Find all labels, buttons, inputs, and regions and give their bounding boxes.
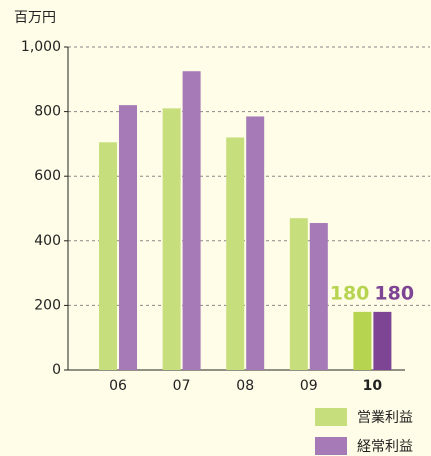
y-tick-label: 400: [34, 233, 61, 249]
bar: [119, 105, 137, 370]
y-tick-label: 200: [34, 297, 61, 313]
legend-label: 経常利益: [357, 439, 413, 455]
legend-label: 営業利益: [357, 410, 413, 426]
data-label: 180: [374, 282, 414, 304]
bar: [289, 218, 308, 370]
bar: [353, 311, 372, 370]
y-tick-label: 800: [34, 104, 61, 120]
y-tick-label: 600: [34, 168, 61, 184]
legend-swatch: [315, 437, 347, 455]
bar: [182, 71, 201, 370]
bar: [99, 142, 117, 370]
y-tick-label: 1,000: [21, 39, 61, 55]
y-tick-label: 0: [52, 362, 61, 378]
bar: [309, 223, 328, 370]
bar: [226, 137, 245, 370]
y-axis-label: 百万円: [14, 10, 56, 26]
x-tick-label: 06: [109, 378, 127, 394]
bar: [373, 311, 392, 370]
bar: [246, 116, 265, 370]
x-tick-label: 09: [300, 378, 318, 394]
bar: [162, 108, 181, 371]
legend-swatch: [315, 408, 347, 426]
x-tick-label: 08: [236, 378, 254, 394]
x-tick-label: 10: [363, 378, 383, 394]
data-label: 180: [330, 282, 370, 304]
x-tick-label: 07: [173, 378, 191, 394]
